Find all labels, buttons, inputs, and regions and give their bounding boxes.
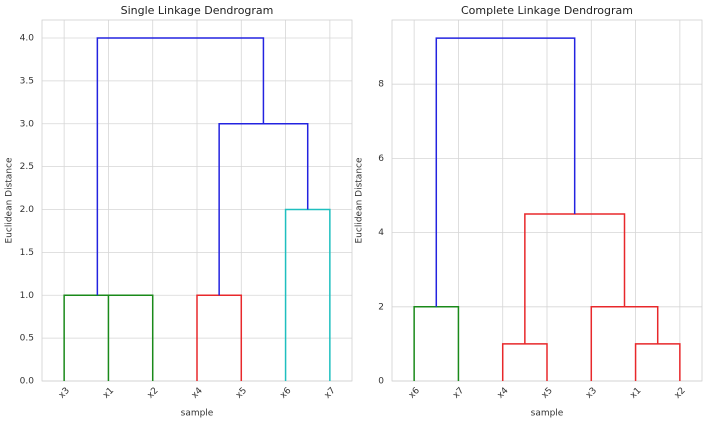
y-tick-label: 6 xyxy=(378,154,384,164)
y-tick-label: 3.0 xyxy=(20,119,35,129)
dendrogram-link xyxy=(524,213,626,344)
x-tick-label: x2 xyxy=(673,386,688,401)
x-tick-label: x1 xyxy=(628,386,643,401)
dendrogram-link xyxy=(590,306,659,381)
x-tick-label: x4 xyxy=(496,386,511,401)
chart-title: Single Linkage Dendrogram xyxy=(121,4,274,17)
dendrogram-link xyxy=(435,37,576,307)
x-axis-label: sample xyxy=(181,409,214,419)
x-tick-label: x4 xyxy=(190,386,205,401)
y-tick-label: 8 xyxy=(378,80,384,90)
dendrogram-link xyxy=(107,294,154,381)
dendrogram-link xyxy=(196,294,243,381)
y-tick-label: 1.0 xyxy=(20,291,35,301)
x-tick-label: x7 xyxy=(323,386,338,401)
y-tick-label: 2 xyxy=(378,302,384,312)
x-tick-label: x1 xyxy=(101,386,116,401)
y-tick-label: 0 xyxy=(378,377,384,387)
x-tick-label: x6 xyxy=(407,386,422,401)
x-tick-label: x3 xyxy=(584,386,599,401)
y-tick-label: 3.5 xyxy=(20,76,34,86)
chart-title: Complete Linkage Dendrogram xyxy=(461,4,633,17)
x-tick-label: x2 xyxy=(146,386,161,401)
dendrogram-link xyxy=(284,208,331,381)
x-tick-label: x5 xyxy=(234,386,249,401)
y-tick-label: 2.0 xyxy=(20,205,35,215)
y-tick-label: 0.0 xyxy=(20,377,35,387)
y-axis-label: Euclidean Distance xyxy=(5,157,15,243)
x-tick-label: x3 xyxy=(57,386,72,401)
dendrogram-link xyxy=(634,343,681,381)
x-tick-label: x5 xyxy=(540,386,555,401)
y-tick-label: 0.5 xyxy=(20,334,34,344)
x-axis-label: sample xyxy=(531,409,564,419)
dendrogram-link xyxy=(413,306,460,381)
x-tick-label: x6 xyxy=(278,386,293,401)
dendrogram-link xyxy=(501,343,548,381)
y-tick-label: 4.0 xyxy=(20,34,35,44)
dendrogram-link xyxy=(63,294,131,381)
y-tick-label: 4 xyxy=(378,228,384,238)
x-tick-label: x7 xyxy=(451,386,466,401)
y-axis-label: Euclidean Distance xyxy=(355,157,365,243)
dendrogram-link xyxy=(96,37,265,296)
y-tick-label: 2.5 xyxy=(20,162,34,172)
y-tick-label: 1.5 xyxy=(20,248,34,258)
